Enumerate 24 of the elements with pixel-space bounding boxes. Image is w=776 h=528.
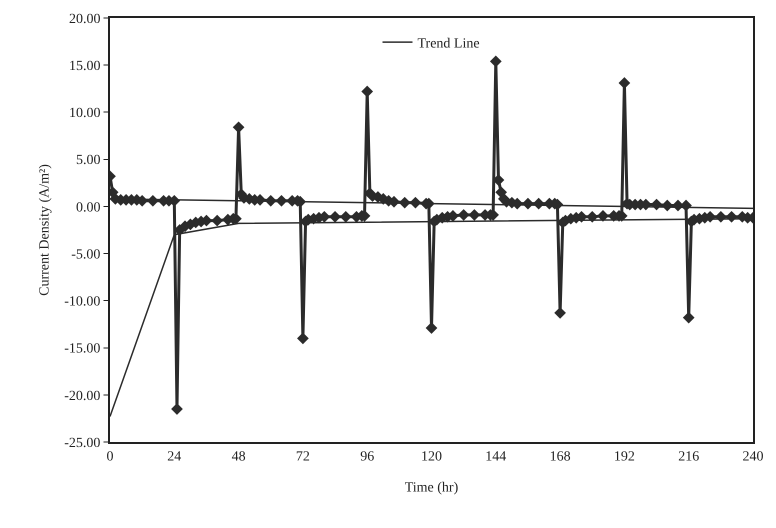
x-tick-label: 72 <box>296 450 310 465</box>
y-tick-label: -5.00 <box>71 247 100 262</box>
x-tick-label: 24 <box>167 450 182 465</box>
y-tick-label: -15.00 <box>64 342 100 357</box>
x-tick-label: 168 <box>550 450 571 465</box>
x-tick-label: 144 <box>485 450 506 465</box>
x-tick-label: 240 <box>742 450 764 465</box>
y-tick-label: 5.00 <box>76 153 100 168</box>
y-axis-title: Current Density (A/m²) <box>37 164 52 296</box>
y-tick-label: -20.00 <box>64 388 100 404</box>
x-axis-title: Time (hr) <box>404 480 459 496</box>
y-tick-label: -25.00 <box>64 436 100 451</box>
x-tick-label: 0 <box>106 450 114 465</box>
x-tick-label: 120 <box>421 450 442 465</box>
x-tick-label: 216 <box>678 450 700 465</box>
x-tick-label: 48 <box>232 450 246 465</box>
legend-label: Trend Line <box>418 36 480 52</box>
x-tick-label: 192 <box>614 450 635 465</box>
x-tick-label: 96 <box>360 450 374 465</box>
y-tick-label: 20.00 <box>68 12 100 27</box>
y-tick-label: 10.00 <box>68 106 100 122</box>
y-tick-label: -10.00 <box>64 294 100 310</box>
y-tick-label: 15.00 <box>68 59 100 74</box>
y-tick-label: 0.00 <box>76 200 100 216</box>
